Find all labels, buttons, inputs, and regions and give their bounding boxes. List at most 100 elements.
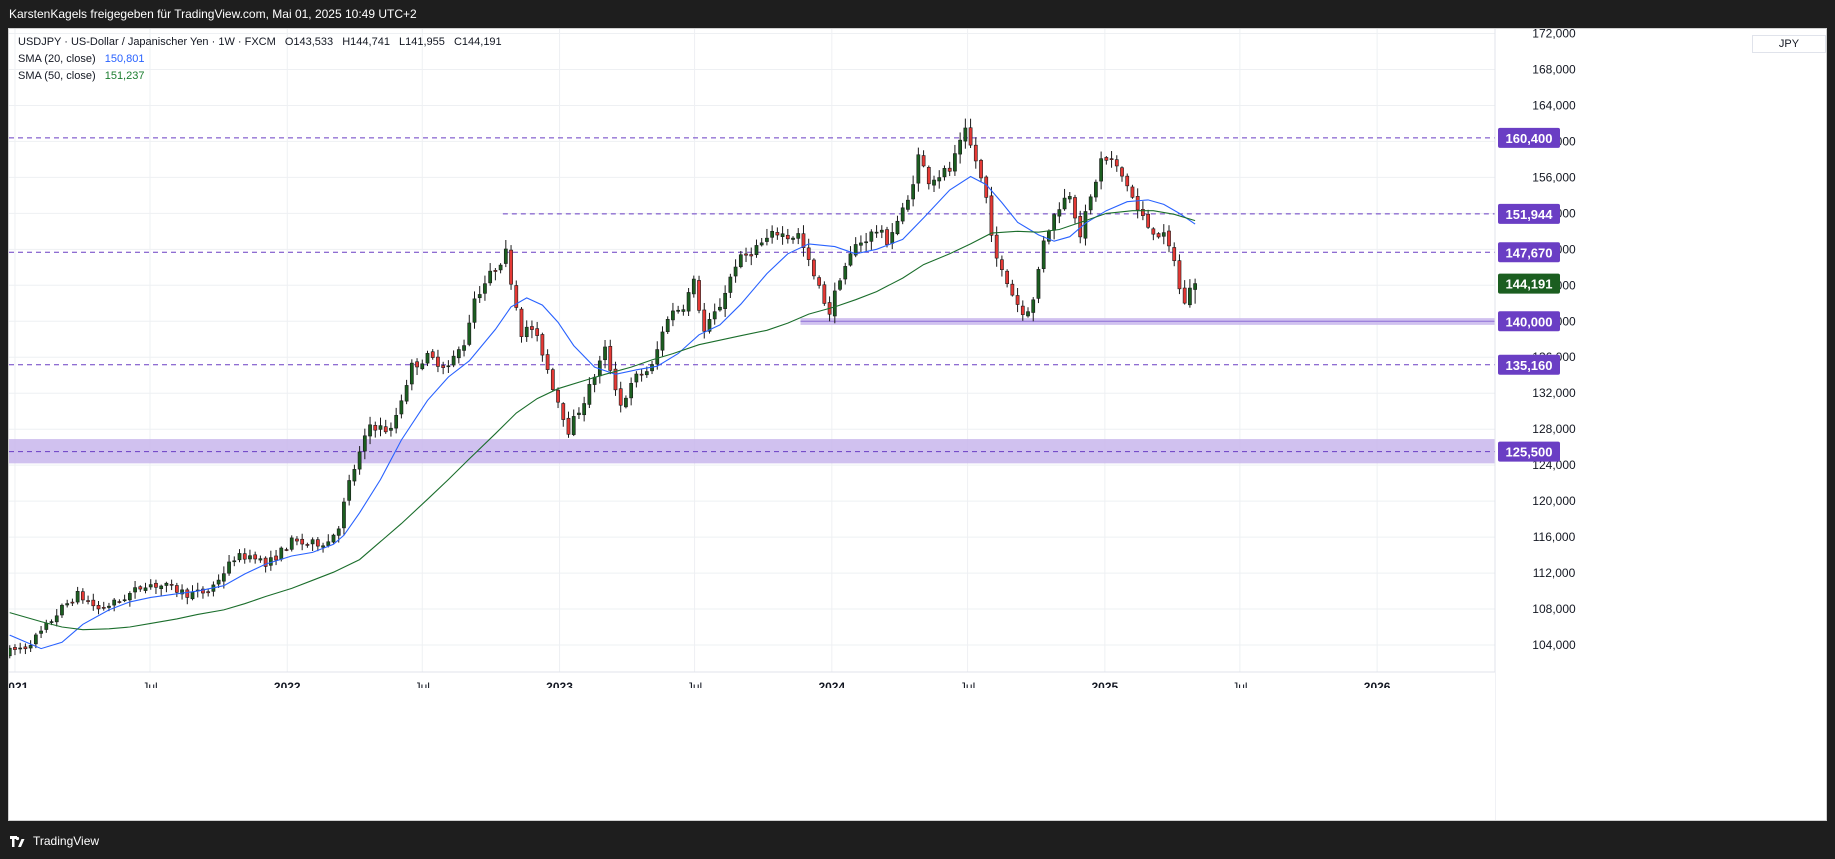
- sma50-legend-row[interactable]: SMA (50, close) 151,237: [18, 68, 502, 85]
- candle-body[interactable]: [1188, 287, 1192, 306]
- candle-body[interactable]: [174, 585, 179, 593]
- candle-body[interactable]: [117, 601, 122, 603]
- candle-body[interactable]: [1182, 287, 1187, 304]
- candle-body[interactable]: [890, 232, 895, 244]
- candle-body[interactable]: [1026, 311, 1030, 317]
- sma50-line[interactable]: [9, 210, 1196, 631]
- candle-body[interactable]: [859, 242, 863, 246]
- candle-body[interactable]: [169, 584, 174, 586]
- candle-body[interactable]: [895, 220, 900, 235]
- sma20-legend-row[interactable]: SMA (20, close) 150,801: [18, 51, 502, 68]
- candle-body[interactable]: [712, 311, 717, 320]
- candle-body[interactable]: [535, 328, 540, 336]
- candle-body[interactable]: [624, 397, 628, 408]
- candle-body[interactable]: [96, 604, 101, 610]
- candle-body[interactable]: [467, 322, 472, 345]
- candle-body[interactable]: [493, 270, 498, 272]
- candle-body[interactable]: [879, 229, 884, 233]
- candle-body[interactable]: [206, 591, 211, 594]
- candle-body[interactable]: [472, 298, 477, 323]
- level-price-tag-bg[interactable]: [1498, 242, 1560, 263]
- candle-body[interactable]: [1067, 196, 1072, 200]
- candle-body[interactable]: [582, 403, 587, 416]
- candle-body[interactable]: [9, 647, 12, 657]
- candle-body[interactable]: [634, 373, 639, 383]
- candle-body[interactable]: [404, 385, 409, 402]
- candle-body[interactable]: [1161, 232, 1166, 237]
- candle-body[interactable]: [1172, 247, 1177, 262]
- candle-body[interactable]: [1010, 283, 1015, 296]
- candle-body[interactable]: [556, 389, 560, 403]
- level-price-tag-bg[interactable]: [1498, 203, 1560, 224]
- candle-body[interactable]: [1041, 240, 1046, 269]
- candle-body[interactable]: [639, 373, 644, 376]
- candle-body[interactable]: [723, 292, 728, 309]
- candle-body[interactable]: [1062, 197, 1067, 210]
- candle-body[interactable]: [227, 561, 231, 574]
- candle-body[interactable]: [1094, 181, 1098, 198]
- candle-body[interactable]: [566, 417, 571, 435]
- candle-body[interactable]: [263, 557, 268, 567]
- candle-body[interactable]: [456, 349, 461, 359]
- candle-body[interactable]: [780, 233, 785, 237]
- candle-body[interactable]: [874, 231, 879, 234]
- candle-body[interactable]: [1141, 209, 1145, 216]
- candle-body[interactable]: [383, 426, 388, 433]
- candle-body[interactable]: [822, 284, 827, 304]
- candle-body[interactable]: [91, 599, 96, 607]
- candle-body[interactable]: [415, 361, 419, 368]
- candle-body[interactable]: [587, 384, 592, 405]
- candle-body[interactable]: [926, 167, 931, 185]
- candle-body[interactable]: [336, 528, 341, 536]
- candle-body[interactable]: [159, 585, 164, 589]
- candle-body[interactable]: [216, 579, 221, 585]
- candle-body[interactable]: [1057, 209, 1062, 217]
- candle-body[interactable]: [906, 199, 910, 210]
- zone-price-tag-bg[interactable]: [1498, 311, 1560, 332]
- candle-body[interactable]: [154, 582, 158, 588]
- candle-body[interactable]: [122, 599, 127, 602]
- candle-body[interactable]: [885, 229, 889, 245]
- candle-body[interactable]: [498, 264, 503, 271]
- candle-body[interactable]: [148, 584, 153, 588]
- candle-body[interactable]: [295, 538, 299, 542]
- candle-body[interactable]: [691, 278, 696, 295]
- candle-body[interactable]: [812, 259, 816, 277]
- chart-panel[interactable]: USDJPY · US-Dollar / Japanischer Yen · 1…: [8, 28, 1827, 821]
- candle-body[interactable]: [201, 588, 205, 594]
- candle-body[interactable]: [373, 425, 378, 431]
- price-axis[interactable]: [1495, 29, 1826, 820]
- candle-body[interactable]: [305, 544, 310, 546]
- candle-body[interactable]: [300, 538, 305, 545]
- candle-body[interactable]: [984, 176, 989, 198]
- candle-body[interactable]: [1031, 299, 1036, 313]
- candle-body[interactable]: [221, 573, 226, 582]
- candle-body[interactable]: [989, 195, 994, 236]
- candle-body[interactable]: [321, 545, 325, 548]
- candle-body[interactable]: [571, 416, 576, 435]
- candle-body[interactable]: [357, 451, 362, 470]
- candle-body[interactable]: [49, 621, 54, 623]
- candle-body[interactable]: [23, 646, 28, 650]
- candle-body[interactable]: [916, 154, 921, 184]
- candle-body[interactable]: [660, 331, 665, 351]
- candle-body[interactable]: [13, 647, 17, 650]
- candle-body[interactable]: [101, 607, 106, 609]
- candle-body[interactable]: [1036, 269, 1041, 299]
- candle-body[interactable]: [519, 308, 524, 337]
- candle-body[interactable]: [75, 591, 80, 603]
- candle-body[interactable]: [86, 600, 90, 602]
- last-price-tag-bg[interactable]: [1498, 273, 1560, 294]
- candle-body[interactable]: [1151, 228, 1156, 235]
- candle-body[interactable]: [331, 534, 336, 543]
- candle-body[interactable]: [707, 319, 712, 332]
- candle-body[interactable]: [342, 501, 346, 529]
- candle-body[interactable]: [1167, 230, 1171, 247]
- candle-body[interactable]: [1193, 283, 1197, 290]
- candle-body[interactable]: [368, 424, 372, 437]
- candle-body[interactable]: [1015, 295, 1020, 305]
- candle-body[interactable]: [1020, 305, 1025, 315]
- candle-body[interactable]: [1156, 233, 1161, 238]
- candle-body[interactable]: [315, 539, 320, 547]
- candle-body[interactable]: [436, 356, 440, 367]
